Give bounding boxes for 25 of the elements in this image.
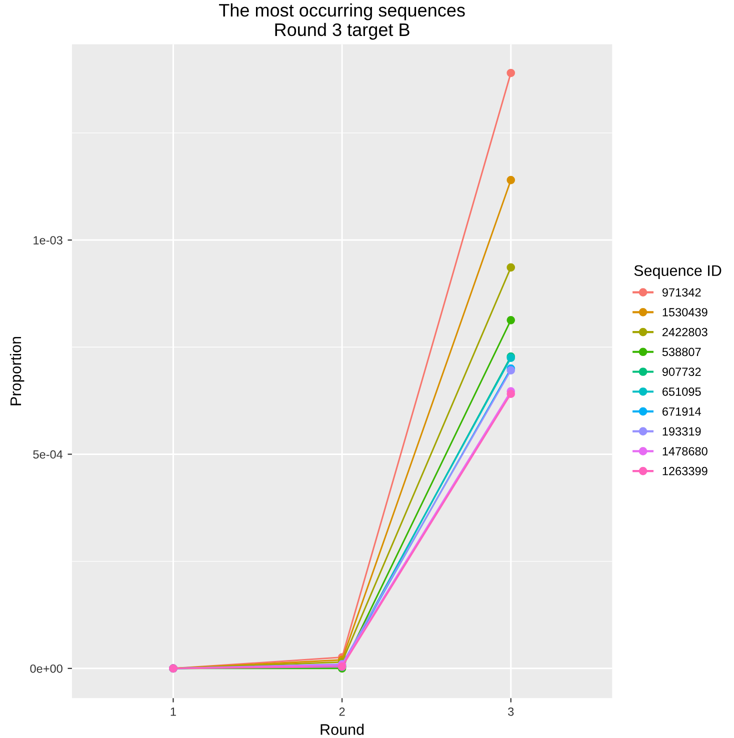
x-tick-label: 3 — [508, 707, 514, 716]
x-axis-title: Round — [320, 724, 364, 735]
legend-label: 907732 — [662, 368, 701, 376]
point — [506, 176, 516, 184]
point — [506, 263, 516, 272]
legend-label: 1263399 — [662, 466, 708, 476]
legend-label: 671914 — [662, 407, 701, 416]
x-tick-label: 2 — [339, 707, 345, 716]
y-axis-title: Proportion — [10, 336, 24, 406]
legend-label: 2422803 — [662, 328, 708, 336]
point — [506, 390, 516, 398]
y-tick-label: 1e-03 — [34, 236, 62, 244]
legend-label: 1478680 — [662, 447, 708, 456]
legend-label: 193319 — [662, 427, 701, 436]
legend-label: 651095 — [662, 388, 701, 396]
legend-label: 538807 — [662, 348, 701, 356]
point — [506, 316, 516, 324]
y-tick-label: 5e-04 — [33, 450, 63, 459]
point — [506, 68, 516, 78]
y-tick-label: 0e+00 — [30, 664, 62, 673]
legend-label: 971342 — [662, 288, 701, 297]
legend-title: Sequence ID — [634, 265, 722, 280]
legend-label: 1530439 — [662, 308, 708, 316]
chart-title: The most occurring sequences Round 3 target B — [219, 3, 465, 40]
x-tick-label: 1 — [170, 708, 176, 716]
